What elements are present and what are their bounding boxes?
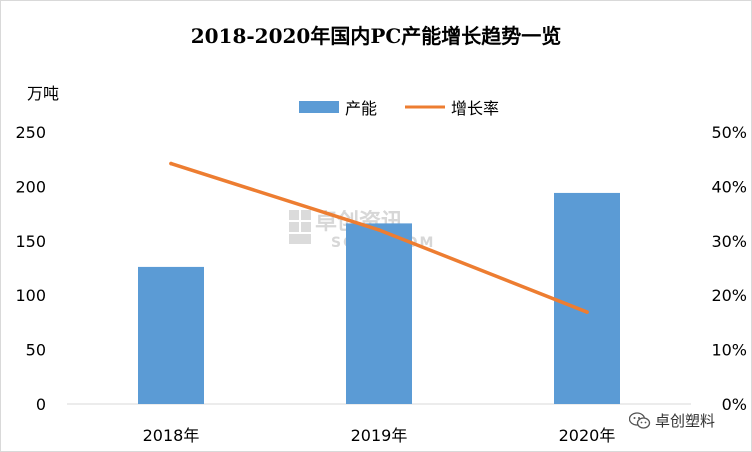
y2-tick-label: 20% bbox=[711, 286, 747, 305]
bar-capacity bbox=[138, 266, 204, 404]
point-growth-rate bbox=[377, 228, 381, 232]
legend-label-growth-rate: 增长率 bbox=[451, 99, 499, 118]
legend: 产能 增长率 bbox=[299, 99, 499, 118]
legend-label-capacity: 产能 bbox=[345, 99, 377, 118]
chart-title: 2018-2020年国内PC产能增长趋势一览 bbox=[191, 24, 562, 48]
y2-tick-label: 0% bbox=[722, 395, 747, 414]
point-growth-rate bbox=[169, 161, 173, 166]
y2-tick-label: 30% bbox=[711, 232, 747, 251]
y2-tick-label: 40% bbox=[711, 177, 747, 196]
y-tick-label: 50 bbox=[26, 341, 46, 360]
point-growth-rate bbox=[585, 310, 589, 314]
y-tick-label: 150 bbox=[15, 232, 46, 251]
y-tick-label: 200 bbox=[15, 177, 46, 196]
y2-tick-label: 50% bbox=[711, 123, 747, 142]
legend-swatch-capacity bbox=[299, 101, 339, 113]
x-tick-label: 2019年 bbox=[351, 426, 408, 445]
y-tick-label: 0 bbox=[36, 395, 46, 414]
bar-capacity bbox=[554, 192, 620, 404]
brand-label: 卓创塑料 bbox=[655, 412, 716, 430]
y2-tick-label: 10% bbox=[711, 341, 747, 360]
bar-capacity bbox=[346, 223, 412, 404]
y-tick-label: 100 bbox=[15, 286, 46, 305]
y-axis-unit-label: 万吨 bbox=[27, 84, 59, 103]
brand-badge: 卓创塑料 bbox=[629, 410, 715, 431]
x-tick-label: 2020年 bbox=[559, 426, 616, 445]
y-tick-label: 250 bbox=[15, 123, 46, 142]
x-tick-label: 2018年 bbox=[143, 426, 200, 445]
wechat-icon bbox=[629, 411, 651, 429]
